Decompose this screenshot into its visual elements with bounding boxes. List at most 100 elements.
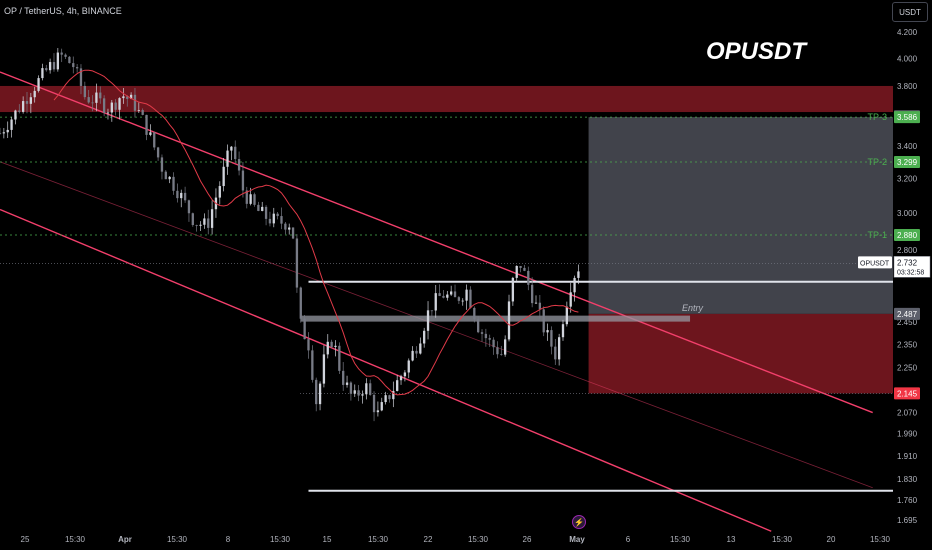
x-tick-label: 25: [21, 535, 30, 544]
y-tick-label: 1.760: [897, 496, 918, 505]
candle-body: [183, 192, 187, 201]
x-tick-label: 15:30: [368, 535, 389, 544]
stop-price-tag-bg: [894, 387, 920, 400]
candle-body: [249, 194, 252, 204]
y-tick-label: 2.250: [897, 364, 918, 373]
candle-body: [141, 110, 144, 115]
resistance-zone: [0, 85, 893, 113]
candle-body: [99, 92, 102, 99]
candle-body: [64, 54, 67, 57]
y-tick-label: 4.000: [897, 54, 918, 63]
x-tick-label: 13: [727, 535, 736, 544]
candle-body: [230, 146, 233, 151]
candle-body: [72, 63, 75, 68]
candle-body: [527, 270, 530, 285]
candle-body: [160, 157, 164, 172]
candle-body: [419, 343, 422, 354]
candle-body: [245, 190, 248, 204]
candle-body: [79, 68, 83, 86]
x-tick-label: 26: [523, 535, 532, 544]
candle-body: [380, 402, 383, 411]
x-tick-label: 15:30: [468, 535, 489, 544]
candle-body: [210, 209, 214, 228]
brand-title: OPUSDT: [706, 38, 807, 65]
entry-price-tag: 2.487: [897, 310, 918, 319]
candle-body: [295, 238, 299, 288]
candle-body: [272, 213, 275, 224]
candle-body: [60, 52, 63, 55]
tp-price-tag: 2.880: [897, 231, 918, 240]
candle-body: [396, 380, 399, 391]
x-tick-label: May: [569, 535, 585, 544]
candle-body: [191, 213, 194, 225]
candle-body: [29, 97, 33, 104]
candle-body: [33, 90, 36, 98]
candle-body: [392, 390, 395, 400]
x-tick-label: 15:30: [167, 535, 188, 544]
candle-body: [546, 330, 549, 333]
candle-body: [91, 102, 94, 104]
candle-body: [446, 294, 449, 298]
candle-body: [234, 146, 237, 160]
candle-body: [291, 227, 295, 239]
candle-body: [361, 394, 364, 396]
candle-body: [257, 204, 260, 211]
candle-body: [102, 98, 106, 113]
y-tick-label: 1.990: [897, 430, 918, 439]
candle-body: [156, 147, 160, 158]
candle-body: [318, 383, 322, 405]
candle-body: [172, 176, 175, 191]
tp-price-tag: 3.299: [897, 158, 918, 167]
candle-body: [353, 390, 356, 394]
candle-body: [334, 345, 337, 347]
candle-body: [369, 383, 372, 395]
currency-button[interactable]: USDT: [892, 2, 928, 22]
x-tick-label: 22: [424, 535, 433, 544]
candle-body: [330, 341, 333, 347]
candle-body: [137, 110, 140, 111]
candle-body: [288, 227, 291, 230]
candle-body: [25, 101, 29, 104]
candle-body: [284, 223, 287, 230]
candle-body: [261, 206, 264, 211]
candle-body: [434, 293, 437, 311]
tp-label: TP-3: [867, 112, 887, 122]
x-tick-label: 15: [323, 535, 332, 544]
y-tick-label: 2.800: [897, 246, 918, 255]
moving-average-line: [53, 69, 579, 396]
candle-body: [488, 338, 491, 340]
candle-body: [349, 382, 353, 394]
candle-body: [384, 395, 387, 403]
candle-body: [342, 370, 345, 385]
candle-body: [106, 112, 110, 114]
candle-body: [515, 265, 518, 278]
candle-body: [21, 101, 25, 112]
last-price-label: 2.732: [897, 258, 918, 267]
candle-body: [226, 150, 229, 167]
candle-body: [507, 301, 511, 340]
lightning-icon[interactable]: ⚡: [572, 515, 586, 529]
candle-body: [484, 333, 488, 339]
candle-body: [2, 132, 6, 134]
candle-body: [203, 218, 206, 225]
last-symbol-label: OPUSDT: [860, 260, 890, 267]
candle-body: [415, 350, 418, 354]
candle-body: [357, 390, 360, 396]
candle-body: [554, 346, 557, 360]
candle-body: [45, 68, 48, 71]
y-tick-label: 3.200: [897, 174, 918, 183]
y-tick-label: 1.910: [897, 452, 918, 461]
candle-body: [550, 330, 553, 347]
candle-body: [492, 339, 495, 348]
candle-body: [68, 56, 71, 64]
candle-body: [465, 289, 468, 301]
y-tick-label: 1.695: [897, 516, 918, 525]
last-symbol-badge: [858, 256, 892, 269]
y-tick-label: 2.450: [897, 318, 918, 327]
candle-body: [376, 410, 380, 413]
entry-price-tag-bg: [894, 307, 920, 320]
x-tick-label: 15:30: [270, 535, 291, 544]
candle-body: [388, 395, 391, 400]
y-tick-label: 4.200: [897, 28, 918, 37]
